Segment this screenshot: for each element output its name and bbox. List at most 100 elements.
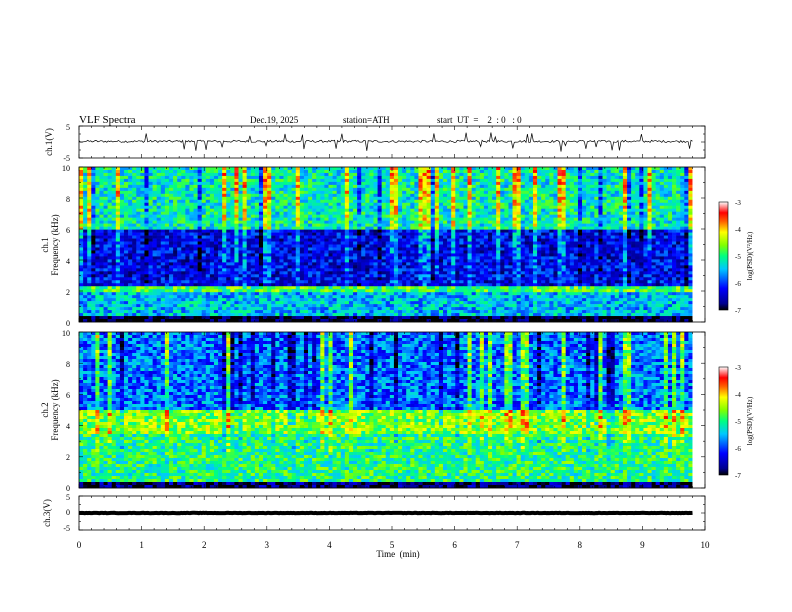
spectrogram-cell <box>87 235 92 239</box>
spectrogram-cell <box>422 178 427 183</box>
spectrogram-cell <box>651 172 656 177</box>
spectrogram-cell <box>402 169 407 174</box>
spectrogram-cell <box>549 241 554 245</box>
spectrogram-cell <box>111 208 117 213</box>
spectrogram-cell <box>631 208 636 213</box>
spectrogram-cell <box>434 190 440 195</box>
spectrogram-cell <box>553 244 558 248</box>
spectrogram-cell <box>316 253 321 257</box>
spectrogram-cell <box>148 253 153 257</box>
spectrogram-cell <box>218 193 223 198</box>
spectrogram-cell <box>128 226 133 230</box>
spectrogram-cell <box>246 238 252 242</box>
spectrogram-cell <box>357 253 362 257</box>
spectrogram-cell <box>508 196 513 201</box>
spectrogram-cell <box>222 208 227 213</box>
spectrogram-cell <box>144 241 149 245</box>
spectrogram-cell <box>201 244 207 248</box>
spectrogram-cell <box>283 187 288 192</box>
spectrogram-cell <box>123 187 129 192</box>
spectrogram-cell <box>655 184 661 189</box>
spectrogram-cell <box>299 175 305 180</box>
spectrogram-cell <box>185 187 190 192</box>
spectrogram-cell <box>328 199 333 204</box>
spectrogram-cell <box>287 211 292 215</box>
spectrogram-cell <box>213 181 219 186</box>
spectrogram-cell <box>148 229 153 233</box>
spectrogram-cell <box>524 205 530 210</box>
spectrogram-cell <box>344 190 350 195</box>
spectrogram-cell <box>287 184 292 189</box>
spectrogram-cell <box>115 167 121 171</box>
spectrogram-cell <box>426 256 432 260</box>
spectrogram-cell <box>487 184 493 189</box>
spectrogram-cell <box>537 202 542 207</box>
spectrogram-cell <box>107 238 113 242</box>
spectrogram-cell <box>168 181 174 186</box>
spectrogram-cell <box>136 193 141 198</box>
spectrogram-cell <box>303 196 309 201</box>
spectrogram-cell <box>128 169 133 174</box>
spectrogram-cell <box>103 190 108 195</box>
spectrogram-cell <box>160 244 166 248</box>
spectrogram-cell <box>672 205 677 210</box>
spectrogram-cell <box>87 253 92 257</box>
spectrogram-cell <box>598 169 603 174</box>
spectrogram-cell <box>340 229 346 233</box>
spectrogram-cell <box>222 256 227 260</box>
spectrogram-cell <box>508 253 513 257</box>
spectrogram-cell <box>447 217 452 221</box>
spectrogram-cell <box>422 244 427 248</box>
spectrogram-cell <box>295 178 301 183</box>
spectrogram-cell <box>385 181 391 186</box>
spectrogram-cell <box>398 196 403 201</box>
spectrogram-cell <box>655 202 661 207</box>
spectrogram-cell <box>582 172 587 177</box>
spectrogram-cell <box>373 250 378 254</box>
spectrogram-cell <box>561 214 566 218</box>
spectrogram-cell <box>185 190 190 195</box>
spectrogram-cell <box>336 238 342 242</box>
spectrogram-cell <box>205 253 211 257</box>
spectrogram-cell <box>373 220 378 224</box>
spectrogram-cell <box>483 187 489 192</box>
spectrogram-cell <box>263 229 268 233</box>
spectrogram-cell <box>263 175 268 180</box>
spectrogram-cell <box>524 244 530 248</box>
spectrogram-cell <box>598 199 603 204</box>
spectrogram-cell <box>128 178 133 183</box>
spectrogram-cell <box>136 214 141 218</box>
spectrogram-cell <box>99 187 104 192</box>
spectrogram-cell <box>279 217 284 221</box>
spectrogram-cell <box>622 172 628 177</box>
spectrogram-cell <box>148 181 153 186</box>
spectrogram-cell <box>655 256 661 260</box>
spectrogram-cell <box>655 220 661 224</box>
spectrogram-cell <box>393 175 399 180</box>
spectrogram-cell <box>99 262 104 266</box>
spectrogram-cell <box>242 250 247 254</box>
spectrogram-cell <box>398 223 403 227</box>
spectrogram-cell <box>230 167 235 171</box>
spectrogram-cell <box>406 211 411 215</box>
spectrogram-cell <box>402 196 407 201</box>
spectrogram-cell <box>279 244 284 248</box>
spectrogram-cell <box>667 250 673 254</box>
spectrogram-cell <box>582 238 587 242</box>
spectrogram-cell <box>455 244 460 248</box>
spectrogram-cell <box>152 196 158 201</box>
spectrogram-cell <box>594 250 599 254</box>
spectrogram-cell <box>263 202 268 207</box>
spectrogram-cell <box>586 184 591 189</box>
spectrogram-cell <box>107 247 113 251</box>
spectrogram-cell <box>672 175 677 180</box>
spectrogram-cell <box>218 250 223 254</box>
spectrogram-cell <box>512 232 517 236</box>
spectrogram-cell <box>156 196 162 201</box>
spectrogram-cell <box>451 196 456 201</box>
spectrogram-cell <box>87 247 92 251</box>
spectrogram-cell <box>492 181 497 186</box>
spectrogram-cell <box>676 169 681 174</box>
spectrogram-cell <box>631 259 636 263</box>
spectrogram-cell <box>377 169 382 174</box>
